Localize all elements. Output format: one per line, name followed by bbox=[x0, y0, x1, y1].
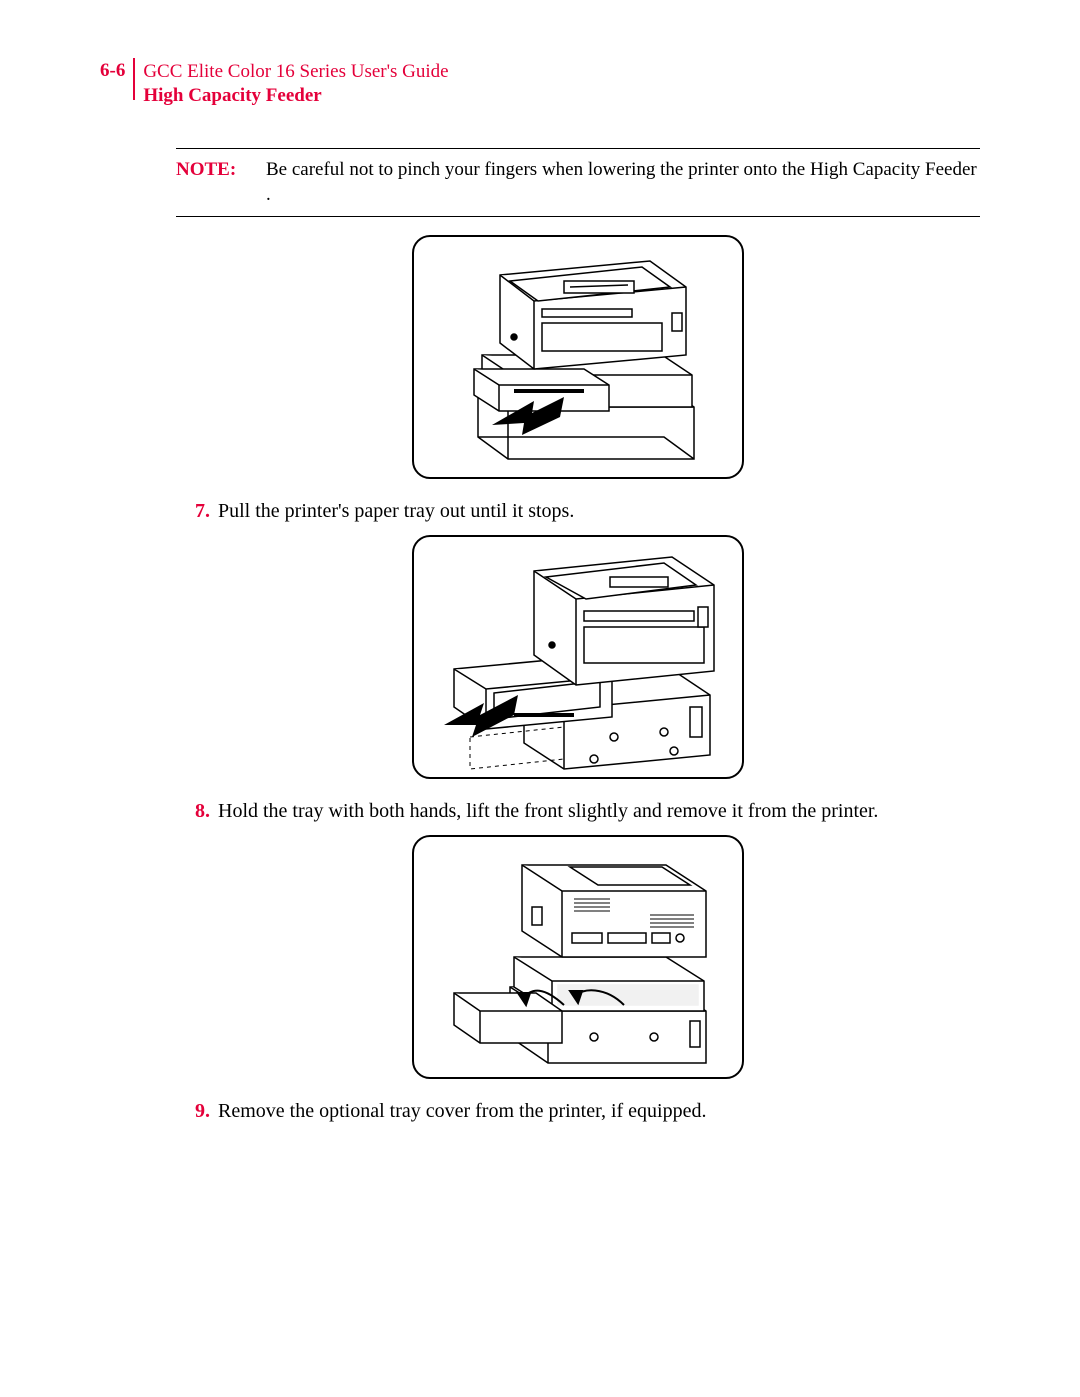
header-divider bbox=[133, 58, 135, 100]
step-text: Hold the tray with both hands, lift the … bbox=[218, 798, 980, 825]
printer-on-feeder-illustration bbox=[414, 237, 742, 477]
figure-2 bbox=[176, 535, 980, 784]
step-number: 9. bbox=[176, 1098, 218, 1125]
step-7: 7. Pull the printer's paper tray out unt… bbox=[176, 498, 980, 525]
remove-cover-illustration bbox=[414, 837, 742, 1077]
figure-3 bbox=[176, 835, 980, 1084]
guide-title: GCC Elite Color 16 Series User's Guide bbox=[143, 60, 448, 84]
figure-3-box bbox=[412, 835, 744, 1079]
step-text: Remove the optional tray cover from the … bbox=[218, 1098, 980, 1125]
step-9: 9. Remove the optional tray cover from t… bbox=[176, 1098, 980, 1125]
content: NOTE: Be careful not to pinch your finge… bbox=[176, 148, 980, 1125]
section-title: High Capacity Feeder bbox=[143, 84, 448, 108]
step-number: 7. bbox=[176, 498, 218, 525]
header-text: GCC Elite Color 16 Series User's Guide H… bbox=[143, 60, 448, 108]
step-number: 8. bbox=[176, 798, 218, 825]
page-header: 6-6 GCC Elite Color 16 Series User's Gui… bbox=[100, 60, 980, 108]
figure-2-box bbox=[412, 535, 744, 779]
figure-1-box bbox=[412, 235, 744, 479]
page: 6-6 GCC Elite Color 16 Series User's Gui… bbox=[0, 0, 1080, 1397]
step-text: Pull the printer's paper tray out until … bbox=[218, 498, 980, 525]
note-label: NOTE: bbox=[176, 157, 266, 208]
page-number: 6-6 bbox=[100, 60, 133, 82]
figure-1 bbox=[176, 235, 980, 484]
note-block: NOTE: Be careful not to pinch your finge… bbox=[176, 148, 980, 217]
pull-tray-illustration bbox=[414, 537, 742, 777]
step-8: 8. Hold the tray with both hands, lift t… bbox=[176, 798, 980, 825]
note-text: Be careful not to pinch your fingers whe… bbox=[266, 157, 980, 208]
